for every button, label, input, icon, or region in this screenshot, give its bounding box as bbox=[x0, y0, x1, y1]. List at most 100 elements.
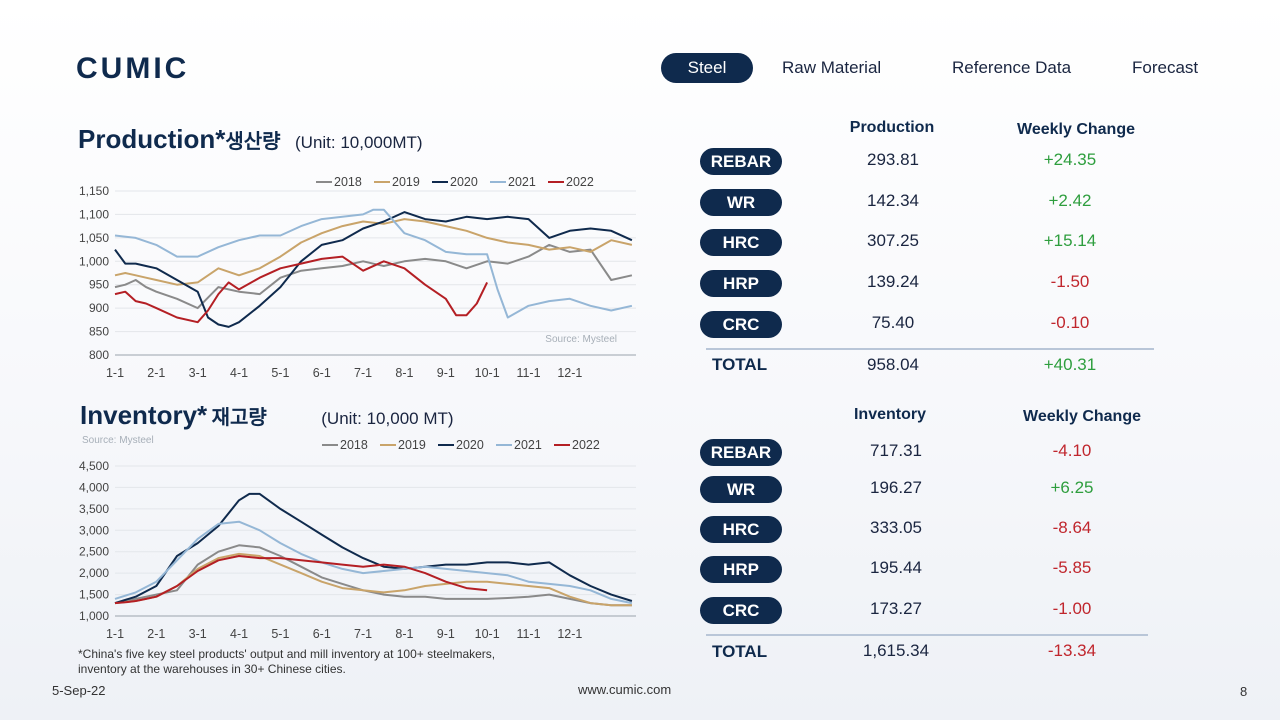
inventory-chart-x-tick-label: 6-1 bbox=[313, 627, 331, 641]
production-chart-series-line-2018 bbox=[114, 243, 633, 310]
inventory-chart-y-tick-label: 3,500 bbox=[79, 502, 109, 516]
inventory-col-change: Weekly Change bbox=[1023, 408, 1141, 425]
production-chart-source: Source: Mysteel bbox=[545, 334, 617, 345]
inventory-total-label: TOTAL bbox=[712, 642, 768, 661]
inventory-chart-series-line-2018 bbox=[114, 544, 632, 607]
footer-website[interactable]: www.cumic.com bbox=[578, 682, 672, 697]
production-chart-x-tick-label: 8-1 bbox=[395, 366, 413, 380]
production-value-hrc: 307.25 bbox=[867, 231, 919, 250]
production-tag-crc: CRC bbox=[700, 311, 782, 338]
production-chart-x-tick-label: 5-1 bbox=[271, 366, 289, 380]
production-chart-y-tick-label: 900 bbox=[89, 301, 109, 315]
production-change-crc: -0.10 bbox=[1050, 313, 1090, 332]
inventory-tag-hrp: HRP bbox=[700, 556, 782, 583]
production-value-crc: 75.40 bbox=[871, 313, 915, 332]
inventory-chart-series-line-2021 bbox=[114, 520, 633, 605]
inventory-chart-x-tick-label: 9-1 bbox=[437, 627, 455, 641]
production-chart-x-tick-label: 6-1 bbox=[313, 366, 331, 380]
production-tag-hrc: HRC bbox=[700, 229, 782, 256]
nav-tab-raw-material[interactable]: Raw Material bbox=[782, 58, 882, 77]
production-change-hrp: -1.50 bbox=[1050, 272, 1090, 291]
inventory-chart-x-tick-label: 8-1 bbox=[395, 627, 413, 641]
inventory-title-kr: 재고량 bbox=[211, 407, 267, 429]
production-unit: (Unit: 10,000MT) bbox=[295, 133, 423, 152]
inventory-value-crc: 173.27 bbox=[870, 599, 922, 618]
footer-page-number: 8 bbox=[1240, 684, 1248, 699]
production-chart-series-line-2022 bbox=[114, 255, 488, 324]
production-chart: 800 850 900 950 1,000 1,050 1,100 1,150 1-1 2-1 3-… bbox=[79, 175, 636, 380]
inventory-title-en: Inventory* bbox=[80, 400, 208, 430]
production-change-rebar: +24.35 bbox=[1043, 150, 1097, 169]
production-chart-legend-label-2020: 2020 bbox=[450, 175, 478, 189]
inventory-chart-source: Source: Mysteel bbox=[82, 435, 154, 446]
inventory-chart-legend-label-2022: 2022 bbox=[572, 438, 600, 452]
production-value-rebar: 293.81 bbox=[867, 150, 919, 169]
inventory-chart-y-tick-label: 2,000 bbox=[79, 566, 109, 580]
inventory-chart-y-tick-label: 2,500 bbox=[79, 545, 109, 559]
inventory-chart-legend-label-2020: 2020 bbox=[456, 438, 484, 452]
production-title-en: Production* bbox=[78, 124, 226, 154]
inventory-chart-x-tick-label: 12-1 bbox=[557, 627, 582, 641]
production-chart-x-tick-label: 10-1 bbox=[475, 366, 500, 380]
inventory-chart-x-tick-label: 1-1 bbox=[106, 627, 124, 641]
production-chart-series-line-2020 bbox=[114, 211, 633, 328]
production-chart-x-tick-label: 7-1 bbox=[354, 366, 372, 380]
production-chart-x-tick-label: 12-1 bbox=[557, 366, 582, 380]
production-total-rule bbox=[706, 348, 1154, 350]
inventory-chart-x-tick-label: 11-1 bbox=[516, 627, 540, 641]
production-col-value: Production bbox=[849, 119, 935, 136]
production-chart-x-tick-label: 11-1 bbox=[516, 366, 540, 380]
production-chart-legend-label-2022: 2022 bbox=[566, 175, 594, 189]
nav-tab-reference-data[interactable]: Reference Data bbox=[952, 58, 1072, 77]
production-chart-y-tick-label: 1,000 bbox=[79, 254, 109, 268]
production-chart-x-tick-label: 3-1 bbox=[189, 366, 207, 380]
inventory-value-hrc: 333.05 bbox=[870, 518, 922, 537]
inventory-chart-y-tick-label: 3,000 bbox=[79, 523, 109, 537]
inventory-chart-x-tick-label: 5-1 bbox=[271, 627, 289, 641]
production-chart-y-tick-label: 1,150 bbox=[79, 184, 109, 198]
production-change-hrc: +15.14 bbox=[1043, 231, 1097, 250]
inventory-title: Inventory* 재고량 (Unit: 10,000 MT) bbox=[80, 400, 454, 431]
nav-tab-forecast[interactable]: Forecast bbox=[1132, 58, 1199, 77]
inventory-total-rule bbox=[706, 634, 1148, 636]
production-tag-hrp: HRP bbox=[700, 270, 782, 297]
inventory-change-hrp: -5.85 bbox=[1052, 558, 1092, 577]
nav-tab-steel[interactable]: Steel bbox=[661, 53, 753, 83]
inventory-value-rebar: 717.31 bbox=[870, 441, 922, 460]
logo-text: CUMIC bbox=[76, 52, 189, 82]
inventory-chart-x-tick-label: 2-1 bbox=[147, 627, 165, 641]
production-chart-x-tick-label: 2-1 bbox=[147, 366, 165, 380]
production-chart-series-line-2019 bbox=[114, 218, 633, 286]
production-chart-y-tick-label: 1,100 bbox=[79, 207, 109, 221]
production-chart-x-tick-label: 4-1 bbox=[230, 366, 248, 380]
production-change-wr: +2.42 bbox=[1048, 191, 1092, 210]
production-value-hrp: 139.24 bbox=[867, 272, 919, 291]
inventory-chart-x-tick-label: 4-1 bbox=[230, 627, 248, 641]
inventory-chart-x-tick-label: 7-1 bbox=[354, 627, 372, 641]
inventory-value-hrp: 195.44 bbox=[870, 558, 922, 577]
production-total-label: TOTAL bbox=[712, 355, 768, 374]
inventory-change-hrc: -8.64 bbox=[1052, 518, 1092, 537]
production-value-wr: 142.34 bbox=[867, 191, 919, 210]
production-chart-series-line-2021 bbox=[114, 208, 633, 319]
production-chart-y-tick-label: 800 bbox=[89, 348, 109, 362]
inventory-col-value: Inventory bbox=[853, 406, 926, 423]
inventory-chart-y-tick-label: 4,500 bbox=[79, 459, 109, 473]
inventory-chart-x-tick-label: 3-1 bbox=[189, 627, 207, 641]
footnote: *China's five key steel products' output… bbox=[78, 647, 496, 676]
production-chart-y-tick-label: 850 bbox=[89, 325, 109, 339]
inventory-chart-x-tick-label: 10-1 bbox=[475, 627, 500, 641]
production-chart-y-tick-label: 1,050 bbox=[79, 231, 109, 245]
inventory-chart-legend-label-2018: 2018 bbox=[340, 438, 368, 452]
production-tag-wr: WR bbox=[700, 189, 782, 216]
inventory-change-rebar: -4.10 bbox=[1052, 441, 1092, 460]
production-total-change: +40.31 bbox=[1043, 355, 1097, 374]
inventory-chart-legend-label-2021: 2021 bbox=[514, 438, 542, 452]
inventory-chart-y-tick-label: 4,000 bbox=[79, 480, 109, 494]
inventory-tag-wr: WR bbox=[700, 476, 782, 503]
inventory-tag-rebar: REBAR bbox=[700, 439, 782, 466]
production-chart-x-tick-label: 1-1 bbox=[106, 366, 124, 380]
inventory-unit: (Unit: 10,000 MT) bbox=[321, 409, 454, 428]
inventory-total-value: 1,615.34 bbox=[862, 641, 930, 660]
production-chart-legend-label-2019: 2019 bbox=[392, 175, 420, 189]
